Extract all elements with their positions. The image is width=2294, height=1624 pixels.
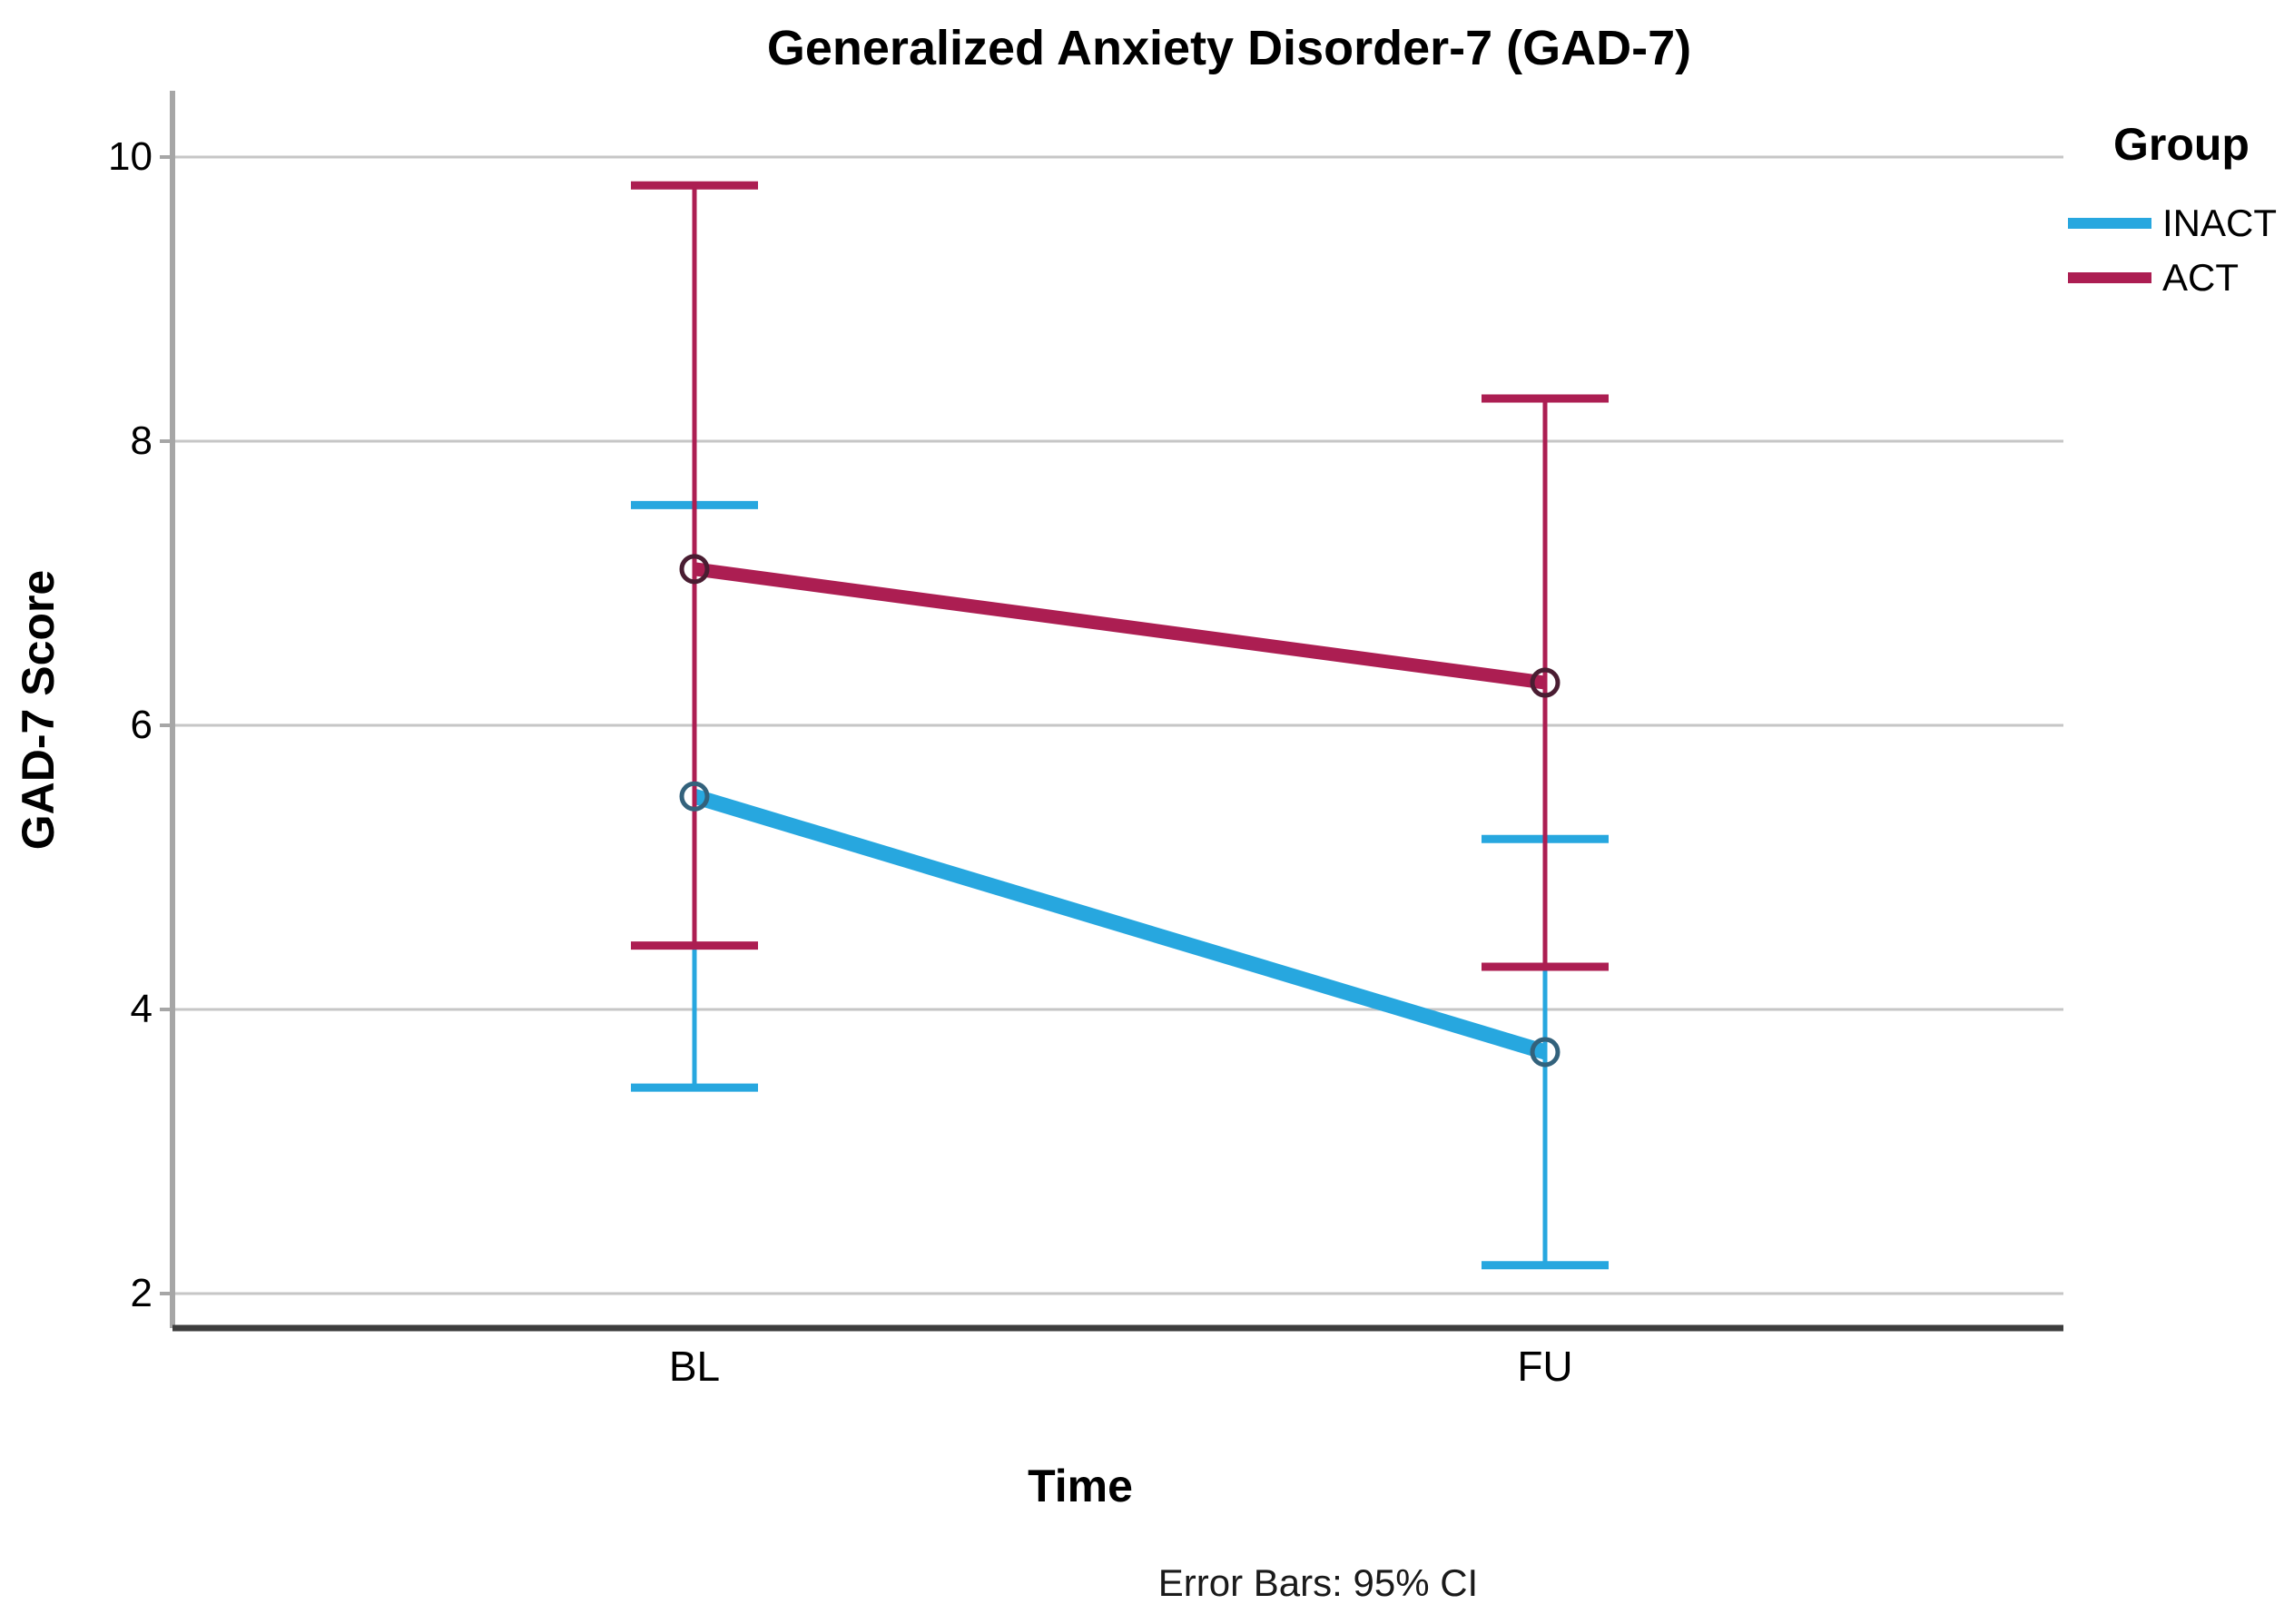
legend-swatch-act — [2068, 272, 2151, 283]
marker-inact-bl — [679, 781, 710, 812]
x-tick-label-bl: BL — [668, 1343, 721, 1390]
marker-inact-fu — [1530, 1037, 1561, 1068]
error-bars-footnote: Error Bars: 95% CI — [1157, 1561, 1479, 1604]
legend-title: Group — [2113, 119, 2250, 170]
marker-act-bl — [679, 554, 710, 585]
y-tick-label-8: 8 — [130, 418, 153, 463]
x-axis-title: Time — [1028, 1461, 1133, 1511]
series-line-inact — [692, 789, 1548, 1060]
y-tick-label-6: 6 — [130, 703, 153, 747]
legend-label-act: ACT — [2162, 256, 2239, 299]
marker-act-fu — [1530, 667, 1561, 698]
x-tick-label-fu: FU — [1517, 1343, 1573, 1390]
legend-label-inact: INACT — [2162, 202, 2277, 244]
series-line-act — [694, 562, 1546, 690]
legend-swatch-inact — [2068, 218, 2151, 229]
plot-area — [160, 91, 2063, 1332]
legend: Group INACT ACT — [2068, 118, 2294, 305]
legend-entry-inact: INACT — [2068, 196, 2294, 251]
y-tick-label-10: 10 — [108, 134, 153, 179]
plot-canvas — [160, 91, 2063, 1332]
legend-entry-act: ACT — [2068, 251, 2294, 305]
chart-title: Generalized Anxiety Disorder-7 (GAD-7) — [766, 21, 1692, 75]
y-tick-label-2: 2 — [130, 1271, 153, 1315]
y-tick-label-4: 4 — [130, 987, 153, 1031]
legend-entries: INACT ACT — [2068, 196, 2294, 305]
